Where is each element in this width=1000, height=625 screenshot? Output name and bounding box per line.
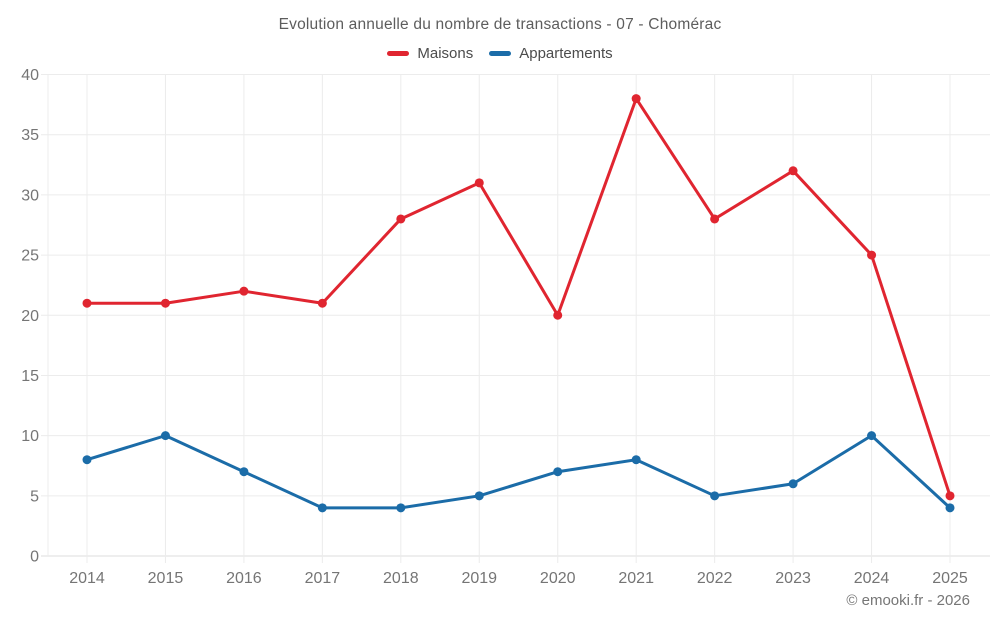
data-point-maisons[interactable] xyxy=(82,298,92,308)
legend-item-appartements[interactable]: Appartements xyxy=(489,45,613,62)
data-point-appartements[interactable] xyxy=(160,431,170,441)
y-tick-label: 25 xyxy=(21,248,39,265)
data-point-maisons[interactable] xyxy=(710,214,720,224)
data-point-maisons[interactable] xyxy=(317,298,327,308)
data-point-maisons[interactable] xyxy=(553,310,563,320)
data-point-appartements[interactable] xyxy=(945,503,955,513)
data-point-maisons[interactable] xyxy=(631,94,641,104)
legend-item-maisons[interactable]: Maisons xyxy=(387,45,473,62)
x-tick-label: 2018 xyxy=(383,570,419,587)
data-point-appartements[interactable] xyxy=(788,479,798,489)
data-point-appartements[interactable] xyxy=(474,491,484,501)
legend-label-maisons: Maisons xyxy=(417,45,474,62)
data-point-maisons[interactable] xyxy=(474,178,484,188)
y-tick-label: 5 xyxy=(30,488,39,505)
x-tick-label: 2015 xyxy=(148,570,184,587)
data-point-maisons[interactable] xyxy=(945,491,955,501)
series-line-appartements xyxy=(85,434,952,510)
x-tick-label: 2020 xyxy=(540,570,576,587)
data-point-appartements[interactable] xyxy=(396,503,406,513)
y-tick-label: 15 xyxy=(21,368,39,385)
data-point-appartements[interactable] xyxy=(631,455,641,465)
y-tick-label: 35 xyxy=(21,127,39,144)
maisons-swatch-icon xyxy=(387,51,410,56)
appartements-swatch-icon xyxy=(489,51,512,56)
data-point-maisons[interactable] xyxy=(239,286,249,296)
data-point-appartements[interactable] xyxy=(710,491,720,501)
x-tick-label: 2025 xyxy=(932,570,968,587)
data-point-maisons[interactable] xyxy=(788,166,798,176)
y-tick-label: 10 xyxy=(21,428,39,445)
data-point-maisons[interactable] xyxy=(396,214,406,224)
y-tick-label: 30 xyxy=(21,187,39,204)
series-line-maisons xyxy=(85,97,952,498)
data-point-maisons[interactable] xyxy=(867,250,877,260)
legend: Maisons Appartements xyxy=(0,45,1000,62)
x-tick-label: 2016 xyxy=(226,570,262,587)
data-point-appartements[interactable] xyxy=(317,503,327,513)
x-tick-label: 2024 xyxy=(854,570,890,587)
data-point-appartements[interactable] xyxy=(553,467,563,477)
x-tick-label: 2022 xyxy=(697,570,733,587)
footer-credit: © emooki.fr - 2026 xyxy=(846,592,970,609)
data-point-appartements[interactable] xyxy=(867,431,877,441)
legend-label-appartements: Appartements xyxy=(519,45,613,62)
x-tick-label: 2021 xyxy=(618,570,654,587)
chart-title: Evolution annuelle du nombre de transact… xyxy=(278,16,722,33)
y-tick-label: 0 xyxy=(30,549,39,566)
x-tick-label: 2019 xyxy=(461,570,497,587)
data-point-appartements[interactable] xyxy=(239,467,249,477)
y-tick-label: 20 xyxy=(21,308,39,325)
x-tick-label: 2017 xyxy=(305,570,341,587)
data-point-maisons[interactable] xyxy=(160,298,170,308)
y-tick-label: 40 xyxy=(21,67,39,84)
x-tick-label: 2014 xyxy=(69,570,105,587)
x-tick-label: 2023 xyxy=(775,570,811,587)
data-point-appartements[interactable] xyxy=(82,455,92,465)
